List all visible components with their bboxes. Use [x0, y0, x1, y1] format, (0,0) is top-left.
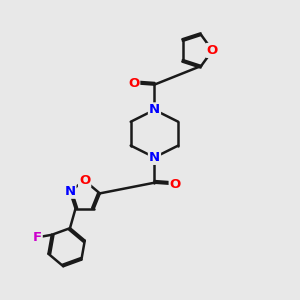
Text: N: N — [64, 185, 76, 198]
Text: O: O — [207, 44, 218, 57]
Text: N: N — [149, 103, 160, 116]
Text: O: O — [128, 76, 139, 90]
Text: N: N — [149, 151, 160, 164]
Text: F: F — [33, 231, 42, 244]
Text: O: O — [169, 178, 181, 191]
Text: O: O — [79, 174, 90, 187]
